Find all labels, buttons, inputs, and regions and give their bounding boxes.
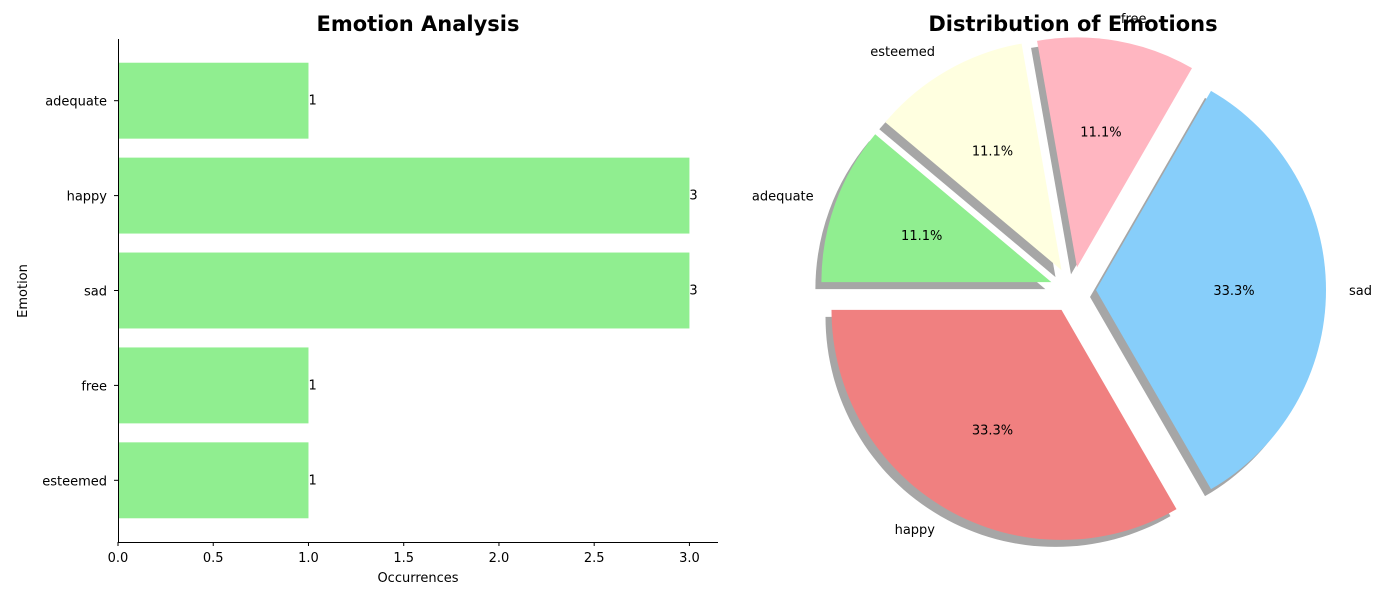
bar-x-tick-label-3: 1.5 [393,551,414,566]
pie-pct-label-adequate: 11.1% [901,229,942,244]
bar-x-tick-label-2: 1.0 [298,551,319,566]
bar-y-tick-label-happy: happy [67,190,108,205]
bar-marks: 1 3 3 1 1 [118,62,698,519]
pie-pct-label-sad: 33.3% [1213,284,1254,299]
pie-slice-sad [1096,90,1326,490]
bar-x-axis-label: Occurrences [377,571,458,586]
pie-slice-esteemed [885,43,1062,271]
bar-y-tick-labels: adequate happy sad free esteemed [42,95,118,489]
bar-y-tick-label-free: free [81,379,107,394]
bar-x-ticks: 0.0 0.5 1.0 1.5 2.0 2.5 3.0 [108,542,700,566]
bar-happy [118,157,690,234]
bar-y-axis-label: Emotion [16,264,31,318]
bar-y-tick-label-adequate: adequate [45,95,107,110]
bar-value-label-happy: 3 [689,189,697,204]
pie-pct-label-free: 11.1% [1080,125,1121,140]
bar-x-tick-label-0: 0.0 [108,551,129,566]
pie-label-happy: happy [895,523,936,538]
pie-label-sad: sad [1349,284,1372,299]
pie-chart: Distribution of Emotions adequate 11.1% es… [752,12,1372,547]
bar-free [118,347,309,424]
pie-slice-adequate [821,134,1052,283]
pie-pct-label-happy: 33.3% [972,423,1013,438]
bar-sad [118,252,690,329]
bar-y-tick-label-sad: sad [84,285,107,300]
pie-pct-label-esteemed: 11.1% [972,145,1013,160]
pie-label-adequate: adequate [752,190,814,205]
bar-x-tick-label-5: 2.5 [584,551,605,566]
pie-slice-happy [831,309,1177,540]
bar-chart: Emotion Analysis 1 3 3 1 1 adequate happy sad f… [16,12,718,586]
bar-y-tick-label-esteemed: esteemed [42,474,107,489]
bar-value-label-adequate: 1 [308,94,316,109]
bar-esteemed [118,442,309,519]
bar-x-tick-label-6: 3.0 [679,551,700,566]
bar-adequate [118,62,309,139]
bar-value-label-esteemed: 1 [308,473,316,488]
pie-texts: adequate 11.1% esteemed 11.1% free 11.1% sad 33… [752,12,1372,538]
pie-label-free: free [1121,12,1147,27]
bar-chart-title: Emotion Analysis [316,12,519,36]
pie-slice-free [1037,37,1192,268]
pie-chart-title: Distribution of Emotions [928,12,1217,36]
bar-value-label-free: 1 [308,378,316,393]
bar-x-tick-label-4: 2.0 [489,551,510,566]
pie-label-esteemed: esteemed [870,45,935,60]
bar-x-tick-label-1: 0.5 [203,551,224,566]
bar-value-label-sad: 3 [689,284,697,299]
pie-slices [821,37,1326,540]
